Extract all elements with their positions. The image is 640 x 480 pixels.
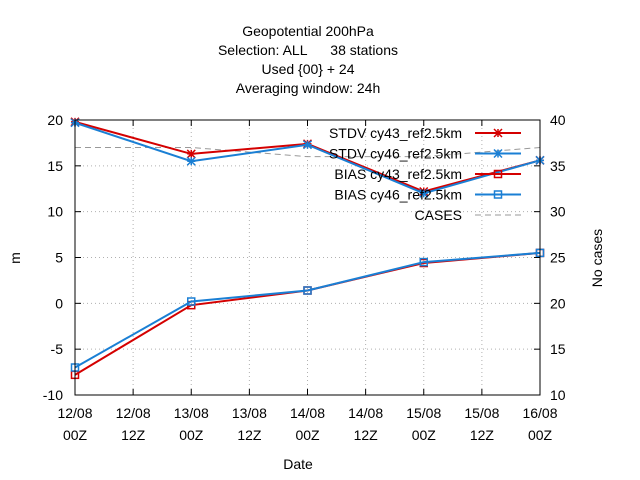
x-tick-label: 14/08 <box>348 405 383 421</box>
legend-label: BIAS cy46_ref2.5km <box>334 187 462 203</box>
legend-label: BIAS cy43_ref2.5km <box>334 166 462 182</box>
x-tick-label: 12Z <box>237 427 262 443</box>
y-tick-label: 15 <box>47 158 63 174</box>
x-tick-label: 15/08 <box>464 405 499 421</box>
y-tick-label: 20 <box>47 112 63 128</box>
x-tick-label: 12/08 <box>57 405 92 421</box>
x-tick-label: 15/08 <box>406 405 441 421</box>
series-line <box>74 251 541 369</box>
x-tick-label: 12Z <box>354 427 379 443</box>
legend-item: CASES <box>415 207 521 223</box>
legend-item: BIAS cy43_ref2.5km <box>334 166 521 182</box>
legend: STDV cy43_ref2.5km STDV cy46_ref2.5km BIAS… <box>329 125 521 223</box>
x-tick-label: 12Z <box>470 427 495 443</box>
x-tick-label: 16/08 <box>522 405 557 421</box>
x-tick-label: 00Z <box>528 427 553 443</box>
legend-item: STDV cy46_ref2.5km <box>329 146 521 162</box>
y2-tick-label: 10 <box>550 387 566 403</box>
y-tick-label: 0 <box>55 295 63 311</box>
y2-tick-label: 20 <box>550 295 566 311</box>
y2-axis-label: No cases <box>589 229 605 287</box>
y-tick-label: -5 <box>51 341 64 357</box>
series-line <box>75 147 541 158</box>
title-line-2: Selection: ALL 38 stations <box>218 42 398 58</box>
x-tick-label: 00Z <box>179 427 204 443</box>
title-line-1: Geopotential 200hPa <box>242 23 374 39</box>
y2-tick-label: 30 <box>550 204 566 220</box>
legend-label: STDV cy46_ref2.5km <box>329 146 462 162</box>
data-point <box>186 156 196 166</box>
legend-item: BIAS cy46_ref2.5km <box>334 187 521 203</box>
title-line-3: Used {00} + 24 <box>261 61 354 77</box>
y-tick-label: 10 <box>47 204 63 220</box>
legend-swatch-marker <box>493 169 503 179</box>
x-tick-label: 13/08 <box>232 405 267 421</box>
data-point <box>419 257 428 267</box>
y-tick-label: -10 <box>43 387 63 403</box>
chart-title: Geopotential 200hPa Selection: ALL 38 st… <box>218 23 398 96</box>
series-group <box>70 117 545 380</box>
x-tick-label: 12Z <box>121 427 146 443</box>
x-tick-label: 13/08 <box>174 405 209 421</box>
y2-tick-label: 35 <box>550 158 566 174</box>
x-axis-label: Date <box>283 456 313 472</box>
grid <box>75 120 540 395</box>
data-point <box>186 149 196 159</box>
y-axis-label: m <box>7 252 23 264</box>
series-cases <box>75 147 541 158</box>
data-point <box>419 188 429 198</box>
y2-tick-label: 40 <box>550 112 566 128</box>
data-point <box>302 140 313 150</box>
legend-swatch-marker <box>493 148 503 159</box>
legend-swatch-marker <box>493 190 503 199</box>
title-line-4: Averaging window: 24h <box>236 80 381 96</box>
x-tick-label: 00Z <box>295 427 320 443</box>
x-tick-label: 14/08 <box>290 405 325 421</box>
y-tick-label: 5 <box>55 250 63 266</box>
legend-swatch-marker <box>493 128 503 138</box>
x-tick-label: 00Z <box>63 427 88 443</box>
data-point <box>187 297 196 306</box>
x-tick-label: 12/08 <box>116 405 151 421</box>
legend-item: STDV cy43_ref2.5km <box>329 125 521 141</box>
legend-label: CASES <box>415 207 462 223</box>
x-tick-label: 00Z <box>412 427 437 443</box>
y2-tick-label: 15 <box>550 341 566 357</box>
plot-frame <box>74 119 541 396</box>
tick-labels: 12/08 00Z 12/08 12Z 13/08 00Z 13/08 12Z 14/08 00Z… <box>43 112 566 443</box>
y2-tick-label: 25 <box>550 250 566 266</box>
data-point <box>303 286 312 295</box>
legend-label: STDV cy43_ref2.5km <box>329 125 462 141</box>
